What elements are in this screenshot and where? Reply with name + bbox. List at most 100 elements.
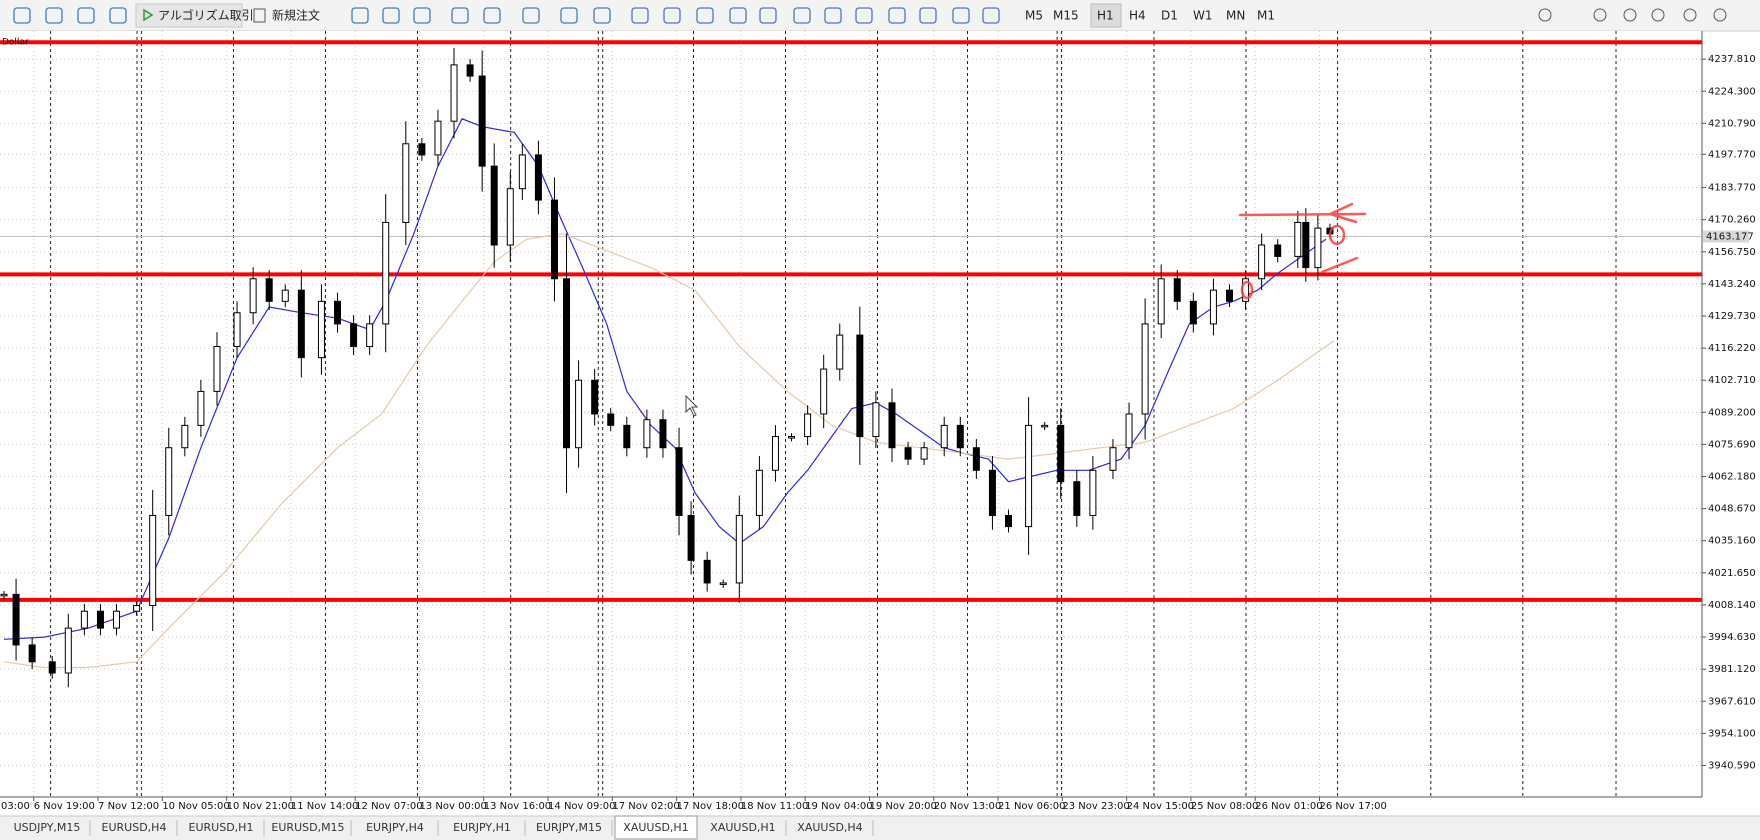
toolbar-icon[interactable] (919, 7, 937, 24)
toolbar-icon[interactable] (696, 7, 714, 24)
timeframe-button[interactable]: M15 (1053, 9, 1079, 23)
candle-body (1294, 221, 1302, 257)
candle-body (382, 221, 390, 325)
x-tick-label: 18 Nov 11:00 (741, 801, 808, 812)
toolbar-icon[interactable] (1593, 8, 1607, 22)
candle-body (1258, 244, 1266, 280)
candle-body (506, 188, 514, 246)
candle-body (607, 413, 615, 426)
candle-body (249, 278, 257, 314)
tab-active[interactable] (614, 815, 698, 840)
timeframe-button[interactable]: M1 (1257, 9, 1275, 23)
x-tick-label: 10 Nov 21:00 (227, 801, 294, 812)
toolbar-icon[interactable] (593, 7, 611, 24)
toolbar-icon[interactable] (793, 7, 811, 24)
toolbar-icon[interactable] (1683, 8, 1697, 22)
toolbar-icon[interactable] (560, 7, 578, 24)
toolbar-icon[interactable] (824, 7, 842, 24)
play-icon (143, 8, 154, 22)
x-tick-label: 26 Nov 01:00 (1255, 801, 1322, 812)
y-tick-label: 4143.240 (1708, 279, 1756, 290)
candle-body (48, 661, 56, 674)
toolbar-icon[interactable] (888, 7, 906, 24)
y-tick-label: 4129.730 (1708, 311, 1756, 322)
timeframe-button[interactable]: W1 (1193, 9, 1213, 23)
candle-body (856, 334, 864, 438)
candle-body (149, 514, 157, 607)
candle-body (213, 345, 221, 392)
new-order-label[interactable]: 新規注文 (272, 8, 320, 23)
toolbar-icon[interactable] (759, 7, 777, 24)
candle-body (96, 610, 104, 629)
timeframe-button[interactable]: MN (1226, 9, 1245, 23)
moving-average (3, 233, 1335, 669)
tab-bar (0, 816, 1760, 840)
toolbar-icon[interactable] (522, 7, 540, 24)
toolbar-icon[interactable] (1713, 8, 1727, 22)
toolbar-icon[interactable] (451, 7, 469, 24)
toolbar-icon[interactable] (729, 7, 747, 24)
candle-body (550, 199, 558, 280)
timeframe-button[interactable]: D1 (1161, 9, 1178, 23)
tab-label[interactable]: EURUSD,H1 (189, 821, 254, 834)
toolbar-icon[interactable] (413, 7, 431, 24)
tab-label[interactable]: EURUSD,M15 (271, 821, 344, 834)
x-tick-label: 26 Nov 17:00 (1319, 801, 1386, 812)
candle-body (659, 419, 667, 449)
algo-trading-button[interactable] (135, 3, 243, 28)
toolbar-icon[interactable] (351, 7, 369, 24)
toolbar-icon[interactable] (1623, 8, 1637, 22)
plot (0, 31, 1702, 797)
x-tick-label: 11 Nov 14:00 (291, 801, 358, 812)
candle-body (1209, 289, 1217, 325)
toolbar-icon[interactable] (631, 7, 649, 24)
timeframe-button[interactable]: H4 (1129, 9, 1146, 23)
toolbar-icon[interactable] (952, 7, 970, 24)
tab-label[interactable]: XAUUSD,H1 (710, 821, 775, 834)
y-tick-label: 4156.750 (1708, 247, 1756, 258)
x-tick-label: 24 Nov 15:00 (1127, 801, 1194, 812)
new-order-icon[interactable] (253, 8, 266, 23)
timeframe-button[interactable]: H1 (1097, 9, 1114, 23)
toolbar-icon[interactable] (13, 7, 31, 24)
tab-label[interactable]: XAUUSD,H1 (623, 821, 688, 834)
candle-body (920, 447, 928, 460)
toolbar-icon[interactable] (483, 7, 501, 24)
toolbar-icon[interactable] (1538, 8, 1552, 22)
toolbar-icon[interactable] (109, 7, 127, 24)
toolbar (0, 0, 1760, 31)
toolbar-icon[interactable] (663, 7, 681, 24)
x-tick-label: 19 Nov 04:00 (805, 801, 872, 812)
tab-label[interactable]: EURJPY,H1 (453, 821, 511, 834)
candle-body (755, 469, 763, 516)
candle-body (1157, 278, 1165, 325)
tab-label[interactable]: EURJPY,H4 (366, 821, 424, 834)
timeframe-button[interactable]: M5 (1025, 9, 1043, 23)
y-tick-label: 4021.650 (1708, 568, 1756, 579)
candle-body (402, 143, 410, 223)
toolbar-icon[interactable] (855, 7, 873, 24)
tab-label[interactable]: EURUSD,H4 (102, 821, 167, 834)
algo-trading-label: アルゴリズム取引 (158, 8, 254, 23)
tab-label[interactable]: USDJPY,M15 (14, 821, 81, 834)
toolbar-icon[interactable] (45, 7, 63, 24)
toolbar-icon[interactable] (77, 7, 95, 24)
toolbar-icon[interactable] (1651, 8, 1665, 22)
y-tick-label: 4089.200 (1708, 407, 1756, 418)
candle-body (12, 593, 20, 646)
tab-label[interactable]: EURJPY,M15 (536, 821, 602, 834)
tab-label[interactable]: XAUUSD,H4 (797, 821, 862, 834)
candle-body (575, 379, 583, 449)
y-tick-label: 4210.790 (1708, 118, 1756, 129)
toolbar-icon[interactable] (382, 7, 400, 24)
symbol-label: Dollar (2, 38, 29, 48)
candle-body (265, 278, 273, 302)
y-tick-label: 3981.120 (1708, 664, 1756, 675)
candle-body (956, 424, 964, 449)
candle-body (940, 424, 948, 449)
candle-body (366, 323, 374, 347)
candle-body (1274, 244, 1282, 257)
y-tick-label: 4008.140 (1708, 600, 1756, 611)
x-tick-label: 25 Nov 08:00 (1191, 801, 1258, 812)
toolbar-icon[interactable] (982, 7, 1000, 24)
